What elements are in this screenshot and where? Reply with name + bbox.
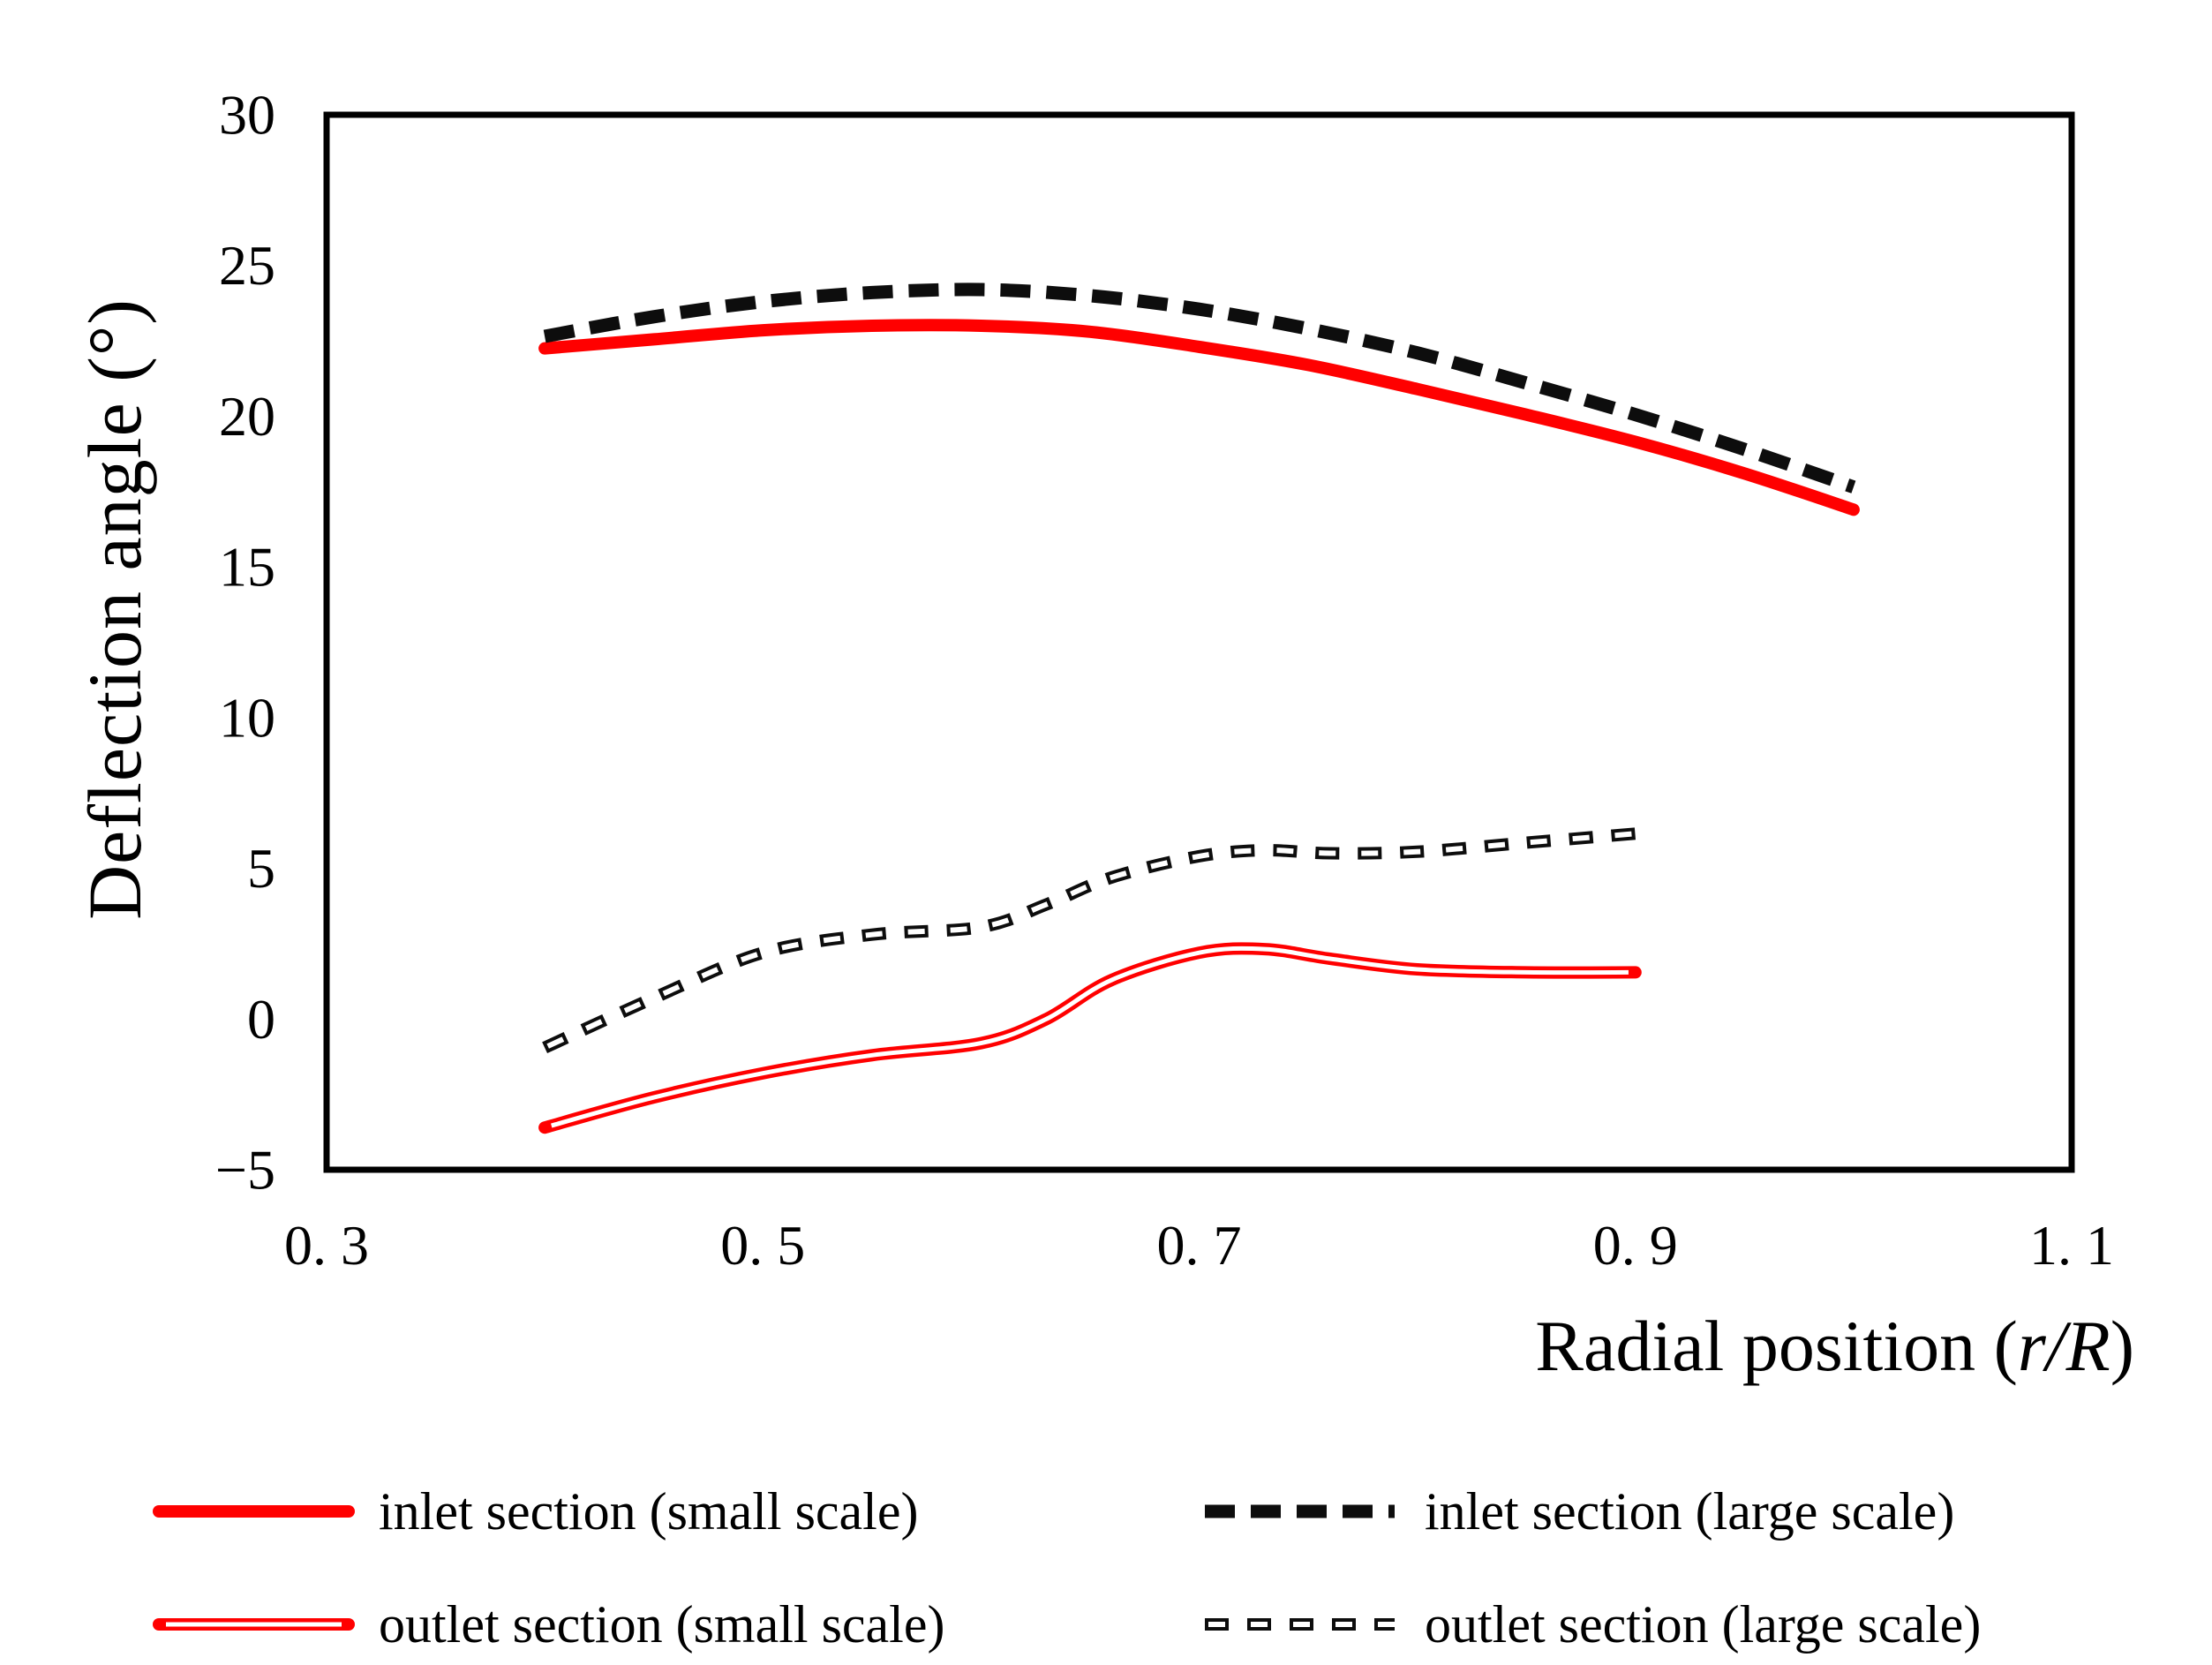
legend-item-outlet-small: outlet section (small scale) [150, 1584, 944, 1665]
outlet-small-line-icon [153, 1618, 355, 1631]
x-tick-label: 1. 1 [2029, 1214, 2114, 1277]
legend-item-outlet-large: outlet section (large scale) [1196, 1584, 1981, 1665]
series-inlet-section-large-scale-line [543, 283, 1856, 493]
y-tick-label: 10 [219, 686, 275, 749]
inlet-small-line-icon [153, 1505, 355, 1518]
series-outlet-section-large-scale-core [543, 831, 1636, 1051]
y-tick-label: 0 [247, 988, 275, 1051]
y-tick-label: −5 [215, 1139, 275, 1202]
y-axis-title: Deflection angle (°) [72, 298, 157, 920]
series-outlet-section-large-scale-line [542, 827, 1636, 1054]
x-axis-title-text: Radial position ( [1535, 1306, 2018, 1386]
legend-item-inlet-large: inlet section (large scale) [1196, 1471, 1954, 1552]
legend-label: inlet section (small scale) [379, 1481, 919, 1541]
y-tick-label: 5 [247, 837, 275, 900]
plot-border [323, 111, 2075, 1173]
x-axis-title-close: ) [2110, 1306, 2134, 1386]
legend-label: inlet section (large scale) [1425, 1481, 1955, 1541]
inlet-large-line-icon [1205, 1504, 1395, 1518]
x-tick-label: 0. 7 [1157, 1214, 1242, 1277]
legend-label: outlet section (large scale) [1425, 1594, 1982, 1654]
legend-item-inlet-small: inlet section (small scale) [150, 1471, 918, 1552]
x-tick-label: 0. 3 [284, 1214, 369, 1277]
y-tick-label: 30 [219, 84, 275, 147]
x-axis-title-variable: r/R [2017, 1306, 2110, 1386]
series-inlet-section-small-scale-line [538, 319, 1860, 516]
y-tick-label: 25 [219, 234, 275, 297]
x-axis-title: Radial position (r/R) [1535, 1305, 2134, 1388]
outlet-large-line-icon [1205, 1618, 1395, 1631]
x-tick-label: 0. 9 [1593, 1214, 1678, 1277]
series-outlet-section-small-scale-core [544, 946, 1636, 1130]
legend-label: outlet section (small scale) [379, 1594, 945, 1654]
x-tick-label: 0. 5 [720, 1214, 805, 1277]
y-tick-label: 20 [219, 385, 275, 448]
y-tick-label: 15 [219, 536, 275, 599]
